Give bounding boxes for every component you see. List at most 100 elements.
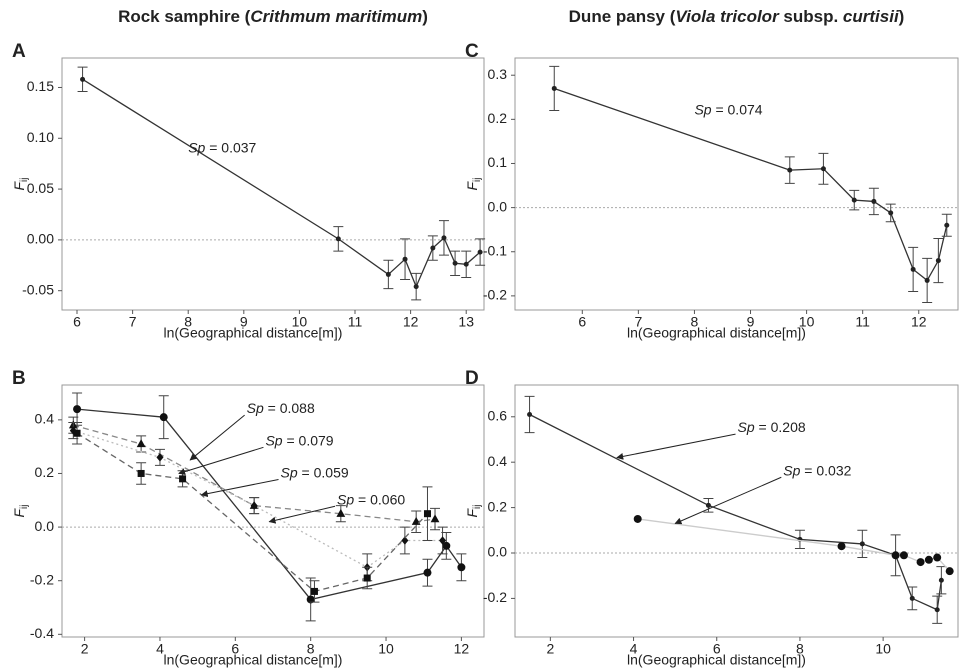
annotation: Sp = 0.060: [337, 491, 405, 507]
x-axis-label: ln(Geographical distance[m]): [164, 325, 343, 341]
annotation-value: = 0.079: [283, 432, 334, 448]
y-label-sub: ij: [472, 504, 483, 508]
point: [401, 536, 409, 545]
y-tick-label: 0.0: [488, 544, 508, 560]
title-part: subsp.: [779, 7, 843, 26]
plot-frame: [514, 384, 959, 638]
x-tick-label: 12: [911, 314, 927, 330]
y-axis-label: Fij: [464, 504, 483, 517]
y-label-sub: ij: [19, 504, 30, 508]
x-tick-label: 12: [403, 314, 419, 330]
y-tick-label: -0.4: [30, 625, 54, 641]
point: [916, 558, 925, 567]
annotation-value: = 0.208: [755, 419, 806, 435]
x-tick-label: 9: [240, 314, 248, 330]
point: [137, 469, 145, 477]
point: [837, 542, 846, 551]
point: [463, 261, 469, 267]
x-tick-label: 13: [458, 314, 474, 330]
point: [909, 595, 915, 601]
x-tick-label: 10: [378, 641, 394, 657]
annotation-sp: Sp: [337, 491, 354, 507]
point: [633, 514, 642, 523]
point: [945, 567, 954, 576]
point: [442, 541, 451, 550]
x-tick-label: 7: [129, 314, 137, 330]
y-tick-label: 0.0: [35, 518, 55, 534]
annotation-value: = 0.060: [354, 491, 405, 507]
x-tick-label: 12: [454, 641, 470, 657]
y-tick-label: 0.15: [27, 78, 54, 94]
panel: A Rock samphire (Crithmum maritimum) 6 7 8 9 1…: [11, 7, 486, 341]
y-label-main: F: [464, 181, 480, 191]
x-tick-label: 9: [747, 314, 755, 330]
y-tick-label: 0.2: [35, 464, 55, 480]
title-part: Rock samphire (: [118, 7, 251, 26]
x-tick-label: 10: [875, 641, 891, 657]
x-tick-label: 6: [578, 314, 586, 330]
annotation: Sp = 0.088: [247, 400, 315, 416]
x-tick-label: 2: [546, 641, 554, 657]
column-title: Dune pansy (Viola tricolor subsp. curtis…: [569, 7, 905, 26]
point: [924, 555, 933, 564]
plot-frame: [61, 57, 485, 311]
panel: D 2 4 6 8 10 -0.2 0.0 0.2 0.4 0.6 ln(Geographical d…: [464, 368, 959, 668]
x-tick-label: 4: [630, 641, 638, 657]
y-tick-label: 0.10: [27, 129, 54, 145]
series-line: [76, 432, 428, 593]
plot-frame: [61, 384, 485, 638]
x-axis-label: ln(Geographical distance[m]): [627, 652, 806, 668]
x-tick-label: 6: [713, 641, 721, 657]
annotation-value: = 0.074: [712, 101, 763, 117]
annotation-arrow: [178, 446, 264, 475]
point: [441, 235, 447, 241]
point: [457, 563, 466, 572]
point: [452, 260, 458, 266]
point: [439, 536, 447, 545]
point: [924, 277, 930, 283]
annotation-value: = 0.037: [205, 139, 256, 155]
y-label-sub: ij: [19, 177, 30, 181]
annotation-arrow: [616, 433, 736, 460]
annotation: Sp = 0.074: [694, 101, 762, 117]
annotation: Sp = 0.059: [281, 464, 349, 480]
x-tick-label: 7: [634, 314, 642, 330]
y-tick-label: 0.00: [27, 231, 54, 247]
point: [871, 198, 877, 204]
point: [73, 405, 82, 414]
title-part: Dune pansy (: [569, 7, 676, 26]
point: [705, 502, 711, 508]
point: [820, 166, 826, 172]
plot-frame: [514, 57, 959, 311]
y-tick-label: 0.1: [488, 154, 508, 170]
series-line: [637, 518, 951, 572]
title-part: Viola tricolor: [675, 7, 780, 26]
x-tick-label: 11: [348, 314, 363, 330]
annotation-sp: Sp: [783, 462, 800, 478]
y-tick-label: 0.0: [488, 198, 508, 214]
point: [477, 249, 483, 255]
point: [423, 568, 432, 577]
y-tick-label: -0.2: [30, 571, 54, 587]
y-label-main: F: [464, 508, 480, 518]
x-axis-label: ln(Geographical distance[m]): [627, 325, 806, 341]
y-tick-label: 0.2: [488, 498, 508, 514]
series-line: [554, 87, 948, 282]
x-tick-label: 8: [307, 641, 315, 657]
x-tick-label: 11: [855, 314, 870, 330]
annotation-value: = 0.059: [298, 464, 349, 480]
point: [80, 76, 86, 82]
x-tick-label: 8: [184, 314, 192, 330]
panel: C Dune pansy (Viola tricolor subsp. curti…: [464, 7, 959, 341]
annotation-sp: Sp: [281, 464, 298, 480]
x-tick-label: 6: [73, 314, 81, 330]
y-tick-label: -0.1: [483, 242, 507, 258]
y-label-main: F: [11, 181, 27, 191]
y-label-sub: ij: [472, 177, 483, 181]
annotation: Sp = 0.037: [188, 139, 256, 155]
y-tick-label: 0.4: [488, 453, 508, 469]
series-line: [529, 413, 943, 611]
point: [136, 439, 146, 448]
point: [935, 258, 941, 264]
